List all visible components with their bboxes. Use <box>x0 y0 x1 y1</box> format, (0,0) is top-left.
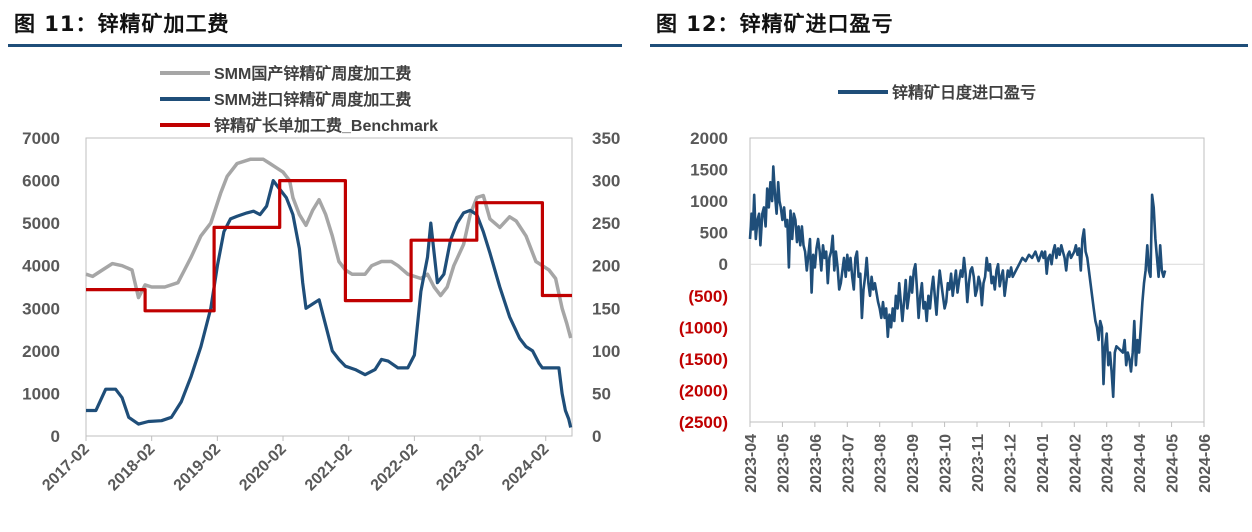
y-tick-label: (1000) <box>679 318 728 337</box>
y-left-tick-label: 0 <box>51 427 60 446</box>
figure-11-title: 图 11：锌精矿加工费 <box>14 12 230 36</box>
series-line <box>86 179 573 428</box>
tc-chart: 0 1000 2000 3000 4000 5000 6000 7000 0 50 100 150 20… <box>22 64 620 495</box>
y-left-tick-label: 1000 <box>22 384 60 403</box>
y-tick-label: (2000) <box>679 381 728 400</box>
x-tick-label: 2024-03 <box>1100 434 1117 493</box>
x-tick-label: 2024-06 <box>1197 434 1214 493</box>
legend-label: SMM国产锌精矿周度加工费 <box>214 64 411 83</box>
y-tick-label: 1000 <box>690 192 728 211</box>
y-right-tick-label: 250 <box>592 214 620 233</box>
x-tick-label: 2023-09 <box>905 434 922 493</box>
x-tick-label: 2023-07 <box>840 434 857 493</box>
x-tick-label: 2017-02 <box>39 441 93 495</box>
x-tick-label: 2019-02 <box>171 441 225 495</box>
x-tick-label: 2022-02 <box>368 441 422 495</box>
y-tick-label: 500 <box>700 224 728 243</box>
series-line <box>85 157 573 339</box>
x-tick-label: 2023-10 <box>938 434 955 493</box>
y-tick-label: 1500 <box>690 161 728 180</box>
figure-12-title-rule <box>650 44 1248 47</box>
y-left-tick-label: 4000 <box>22 257 60 276</box>
y-tick-label: 0 <box>719 255 728 274</box>
x-tick-label: 2023-04 <box>743 434 760 493</box>
figure-12-title: 图 12：锌精矿进口盈亏 <box>656 12 894 36</box>
plot-area-border <box>85 137 573 437</box>
import-profit-chart: 2000 1500 1000 500 0 (500) (1000) (1500) (2000) (… <box>679 83 1214 493</box>
y-right-tick-label: 350 <box>592 129 620 148</box>
y-left-tick-label: 3000 <box>22 299 60 318</box>
legend-label: 锌精矿日度进口盈亏 <box>892 83 1036 102</box>
series-line <box>86 179 572 313</box>
x-tick-label: 2024-05 <box>1165 434 1182 493</box>
y-right-tick-label: 100 <box>592 342 620 361</box>
y-right-tick-label: 150 <box>592 299 620 318</box>
y-right-tick-label: 50 <box>592 384 611 403</box>
y-left-tick-label: 5000 <box>22 214 60 233</box>
x-tick-label: 2023-08 <box>873 434 890 493</box>
x-tick-label: 2020-02 <box>236 441 290 495</box>
y-left-tick-label: 7000 <box>22 129 60 148</box>
legend-label: 锌精矿长单加工费_Benchmark <box>214 116 438 135</box>
y-tick-label: (500) <box>688 287 728 306</box>
x-tick-label: 2023-05 <box>775 434 792 493</box>
x-tick-label: 2021-02 <box>302 441 356 495</box>
y-right-tick-label: 300 <box>592 172 620 191</box>
x-tick-label: 2023-06 <box>808 434 825 493</box>
x-tick-label: 2023-02 <box>433 441 487 495</box>
x-tick-label: 2024-04 <box>1132 434 1149 493</box>
legend-label: SMM进口锌精矿周度加工费 <box>214 90 411 109</box>
x-tick-label: 2024-01 <box>1035 434 1052 493</box>
y-tick-label: (2500) <box>679 413 728 432</box>
x-tick-label: 2023-11 <box>970 434 987 492</box>
y-tick-label: 2000 <box>690 129 728 148</box>
x-tick-label: 2024-02 <box>1067 434 1084 493</box>
series-line <box>748 165 1167 399</box>
x-tick-label: 2023-12 <box>1002 434 1019 493</box>
y-right-tick-label: 200 <box>592 257 620 276</box>
y-left-tick-label: 6000 <box>22 172 60 191</box>
y-left-tick-label: 2000 <box>22 342 60 361</box>
figure-11-title-rule <box>8 44 622 47</box>
x-tick-label: 2024-02 <box>499 441 553 495</box>
y-right-tick-label: 0 <box>592 427 601 446</box>
y-tick-label: (1500) <box>679 350 728 369</box>
x-tick-label: 2018-02 <box>105 441 159 495</box>
